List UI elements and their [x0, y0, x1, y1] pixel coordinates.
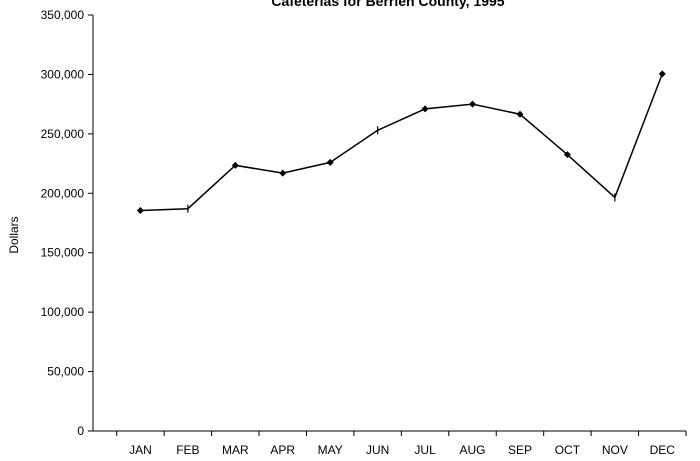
y-axis-ticks: 0 50,000 100,000 150,000 200,000 250,000 300,0…: [41, 8, 93, 438]
x-tick-label: AUG: [460, 443, 486, 457]
y-tick-label: 250,000: [41, 127, 85, 141]
x-tick-label: JUN: [366, 443, 389, 457]
series-markers: [136, 70, 666, 215]
data-point-marker: [326, 158, 334, 166]
x-tick-label: FEB: [176, 443, 199, 457]
y-tick-label: 100,000: [41, 305, 85, 319]
y-tick-label: 200,000: [41, 186, 85, 200]
data-point-marker: [563, 151, 571, 159]
x-tick-label: JUL: [414, 443, 436, 457]
y-tick-label: 50,000: [47, 365, 84, 379]
x-tick-label: OCT: [555, 443, 581, 457]
x-tick-label: SEP: [508, 443, 532, 457]
x-tick-label: NOV: [602, 443, 628, 457]
y-tick-label: 150,000: [41, 246, 85, 260]
x-axis-ticks: JAN FEB MAR APR MAY JUN JUL AUG SEP OCT NOV DEC: [116, 431, 687, 457]
chart-title: Cafeterias for Berrien County, 1995: [271, 0, 504, 9]
x-tick-label: DEC: [650, 443, 676, 457]
x-tick-label: MAY: [318, 443, 343, 457]
x-tick-label: MAR: [222, 443, 249, 457]
data-point-marker: [231, 161, 239, 169]
x-tick-label: APR: [270, 443, 295, 457]
data-point-marker: [469, 100, 477, 108]
data-point-marker: [516, 110, 524, 118]
y-tick-label: 300,000: [41, 67, 85, 81]
x-tick-label: JAN: [129, 443, 152, 457]
y-axis-title: Dollars: [7, 216, 21, 253]
data-point-marker: [279, 169, 287, 177]
data-point-marker: [421, 105, 429, 113]
y-tick-label: 0: [77, 424, 84, 438]
data-point-marker: [658, 70, 666, 78]
data-point-marker: [136, 207, 144, 215]
series-line: [140, 73, 663, 212]
y-tick-label: 350,000: [41, 8, 85, 22]
